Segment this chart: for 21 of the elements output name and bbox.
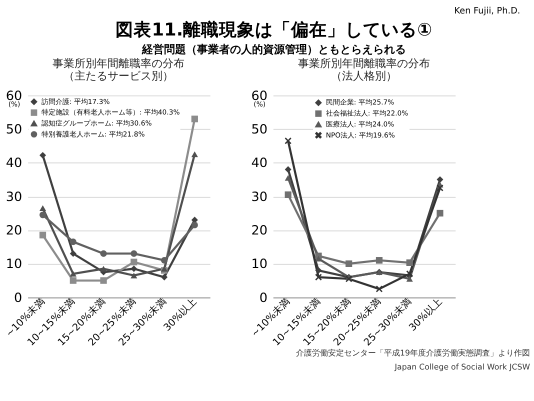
text: 事業所別年間離職率の分布 <box>298 56 430 70</box>
text: Japan College of Social Work JCSW <box>394 362 530 372</box>
y-tick-label: 30 <box>6 190 22 205</box>
y-tick-label: 50 <box>6 122 22 138</box>
y-tick-label: 50 <box>251 122 268 138</box>
y-tick-label: 40 <box>6 156 22 172</box>
y-tick-label: 20 <box>6 223 22 238</box>
text: （主たるサービス別） <box>64 70 174 83</box>
y-tick-label: 0 <box>14 290 22 306</box>
text: （法人格別） <box>331 70 398 83</box>
y-tick-label: 30 <box>251 190 268 205</box>
text: Ken Fujii, Ph.D. <box>454 6 520 17</box>
text: 介護労働安定センター「平成19年度介護労働実態調査」より作図 <box>296 348 530 358</box>
y-tick-label: 10 <box>6 257 22 272</box>
text: 事業所別年間離職率の分布 <box>52 56 185 70</box>
text: 経営問題（事業者の人的資源管理）ともとらえられる <box>140 43 406 56</box>
y-tick-label: 20 <box>251 223 268 238</box>
text: 図表11.離職現象は「偏在」している① <box>116 19 432 40</box>
y-tick-label: 10 <box>251 257 268 272</box>
y-tick-label: 40 <box>251 156 268 172</box>
y-tick-label: 0 <box>259 290 268 306</box>
